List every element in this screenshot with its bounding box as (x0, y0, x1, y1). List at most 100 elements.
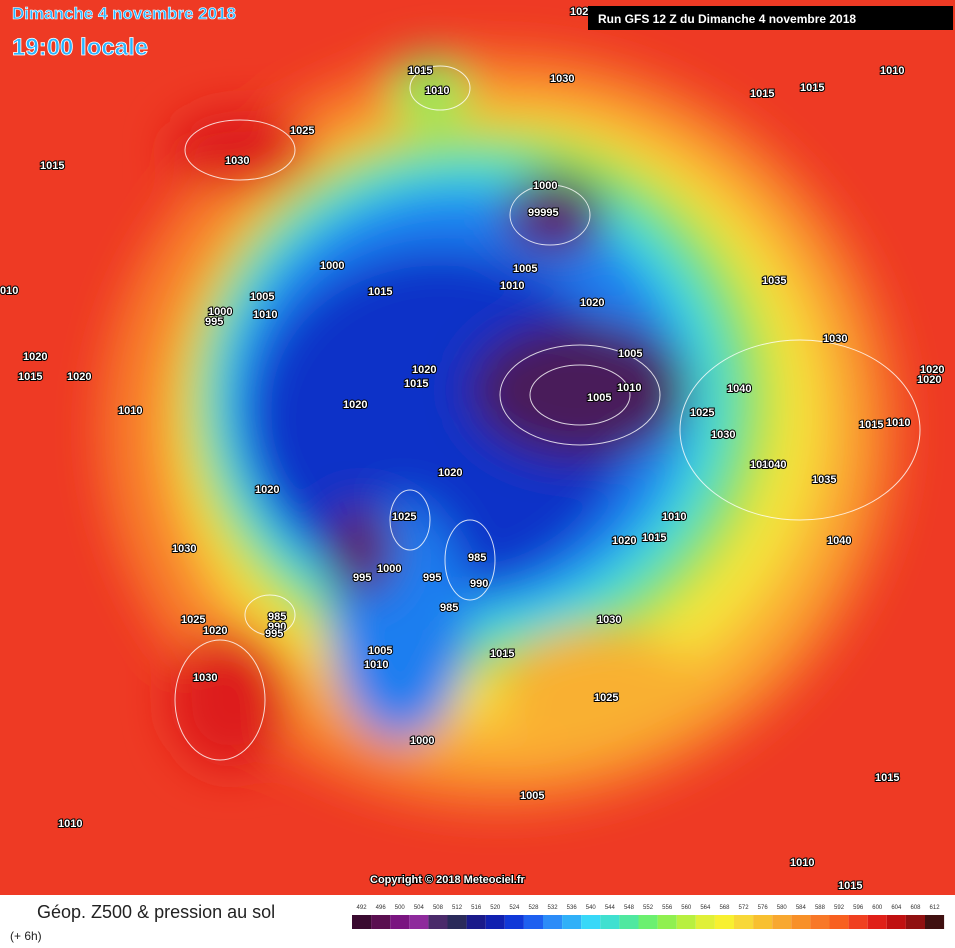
scale-label: 496 (376, 905, 387, 911)
pressure-label: 1000 (533, 180, 557, 192)
scale-label: 584 (796, 905, 807, 911)
scale-swatch (523, 915, 543, 929)
scale-swatch (352, 915, 372, 929)
scale-label: 504 (414, 905, 425, 911)
pressure-label: 1030 (823, 333, 847, 345)
scale-swatch (905, 915, 925, 929)
pressure-label: 1015 (18, 371, 42, 383)
pressure-label: 1005 (250, 291, 274, 303)
scale-label: 536 (567, 905, 578, 911)
weather-map: 1025 1015 1010 1030 1010 1015 1015 1025 1030 1015… (0, 0, 955, 895)
pressure-label: 995 (423, 572, 441, 584)
pressure-label: 1005 (520, 790, 544, 802)
pressure-label: 1010 (662, 511, 686, 523)
pressure-label: 1010 (364, 659, 388, 671)
pressure-label: 1010 (118, 405, 142, 417)
pressure-label: 1040 (727, 383, 751, 395)
scale-swatch (886, 915, 906, 929)
pressure-label: 990 (268, 621, 286, 633)
pressure-label: 995 (353, 572, 371, 584)
scale-swatch (581, 915, 601, 929)
pressure-label: 1025 (690, 407, 714, 419)
scale-swatch (925, 915, 945, 929)
scale-label: 508 (433, 905, 444, 911)
scale-swatch (734, 915, 754, 929)
pressure-label: 1015 (859, 419, 883, 431)
pressure-label: 1020 (412, 364, 436, 376)
pressure-label: 99995 (528, 207, 559, 219)
pressure-label: 1005 (513, 263, 537, 275)
scale-label: 500 (395, 905, 406, 911)
pressure-label: 985 (268, 611, 286, 623)
pressure-label: 1000 (208, 306, 232, 318)
pressure-label: 1010 (790, 857, 814, 869)
legend: Géop. Z500 & pression au sol (+ 6h) 492 4… (10, 902, 945, 943)
pressure-label: 1010 (58, 818, 82, 830)
scale-swatch (714, 915, 734, 929)
pressure-label: 1000 (410, 735, 434, 747)
copyright: Copyright © 2018 Meteociel.fr (370, 874, 526, 886)
pressure-label: 1040 (762, 459, 786, 471)
scale-label: 608 (910, 905, 921, 911)
scale-swatch (390, 915, 410, 929)
run-box (588, 6, 953, 30)
scale-label: 532 (548, 905, 559, 911)
pressure-label: 990 (470, 578, 488, 590)
scale-label: 492 (357, 905, 368, 911)
scale-label: 516 (471, 905, 482, 911)
scale-label: 524 (509, 905, 520, 911)
pressure-label: 1030 (225, 155, 249, 167)
scale-label: 600 (872, 905, 883, 911)
pressure-label: 1015 (642, 532, 666, 544)
pressure-label: 1030 (550, 73, 574, 85)
run-info: Run GFS 12 Z du Dimanche 4 novembre 2018 (598, 12, 856, 26)
scale-swatch (848, 915, 868, 929)
scale-swatch (791, 915, 811, 929)
scale-label: 556 (662, 905, 673, 911)
scale-swatch (753, 915, 773, 929)
pressure-label: 1010 (880, 65, 904, 77)
pressure-label: 1010 (425, 85, 449, 97)
pressure-label: 1020 (580, 297, 604, 309)
scale-label: 604 (891, 905, 902, 911)
pressure-label: 1010 (617, 382, 641, 394)
scale-label: 592 (834, 905, 845, 911)
pressure-label: 1020 (67, 371, 91, 383)
pressure-label: 1010 (500, 280, 524, 292)
pressure-label: 1015 (875, 772, 899, 784)
scale-swatch (657, 915, 677, 929)
scale-label: 540 (586, 905, 597, 911)
scale-label: 612 (930, 905, 941, 911)
pressure-label: 1040 (750, 459, 774, 471)
pressure-label: 1040 (827, 535, 851, 547)
scale-swatch (772, 915, 792, 929)
scale-label: 544 (605, 905, 616, 911)
scale-label: 552 (643, 905, 654, 911)
scale-swatch (466, 915, 486, 929)
pressure-label: 1015 (838, 880, 862, 892)
pressure-label: 1025 (392, 511, 416, 523)
scale-label: 580 (777, 905, 788, 911)
scale-label: 520 (490, 905, 501, 911)
scale-swatch (600, 915, 620, 929)
scale-label: 528 (528, 905, 539, 911)
pressure-label: 010 (0, 285, 18, 297)
pressure-label: 1005 (618, 348, 642, 360)
pressure-label: 995 (265, 628, 283, 640)
pressure-label: 1030 (597, 614, 621, 626)
scale-label: 548 (624, 905, 635, 911)
pressure-label: 1030 (193, 672, 217, 684)
scale-swatch (485, 915, 505, 929)
pressure-label: 1015 (408, 65, 432, 77)
pressure-label: 1020 (917, 374, 941, 386)
scale-swatch (619, 915, 639, 929)
scale-swatch (638, 915, 658, 929)
scale-swatch (428, 915, 448, 929)
date-title: Dimanche 4 novembre 2018 (12, 4, 236, 23)
scale-label: 576 (758, 905, 769, 911)
pressure-label: 1020 (920, 364, 944, 376)
pressure-label: 1020 (438, 467, 462, 479)
pressure-label: 1030 (711, 429, 735, 441)
pressure-label: 1015 (40, 160, 64, 172)
